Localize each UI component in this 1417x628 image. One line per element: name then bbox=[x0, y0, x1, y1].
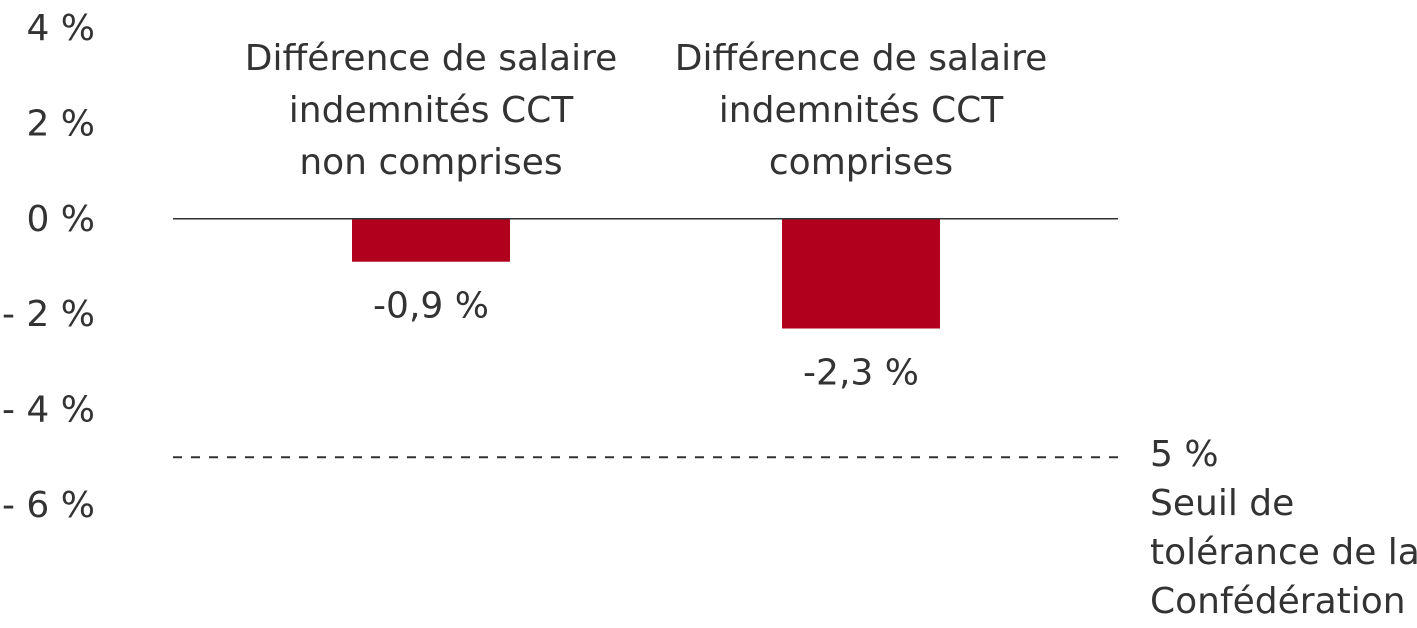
category-label: Différence de salaire bbox=[675, 38, 1048, 79]
y-axis-ticks: 4 % 2 % 0 % - 2 % - 4 % - 6 % bbox=[2, 8, 95, 526]
bar bbox=[782, 218, 940, 329]
y-tick-label: 4 % bbox=[26, 8, 95, 49]
y-tick-label: - 4 % bbox=[2, 390, 95, 431]
bars bbox=[352, 218, 940, 329]
threshold-label-line: tolérance de la bbox=[1150, 532, 1417, 573]
threshold-label-line: Seuil de bbox=[1150, 483, 1294, 524]
bar-value-label: -0,9 % bbox=[373, 286, 489, 327]
category-label: indemnités CCT bbox=[289, 90, 574, 131]
category-label: indemnités CCT bbox=[719, 90, 1004, 131]
threshold-label-line: Confédération bbox=[1150, 581, 1406, 622]
threshold-label: 5 % Seuil de tolérance de la Confédération bbox=[1150, 434, 1417, 622]
y-tick-label: - 6 % bbox=[2, 485, 95, 526]
category-label: Différence de salaire bbox=[245, 38, 618, 79]
y-tick-label: 2 % bbox=[26, 103, 95, 144]
category-labels: Différence de salaire indemnités CCT non c… bbox=[245, 38, 1048, 183]
y-tick-label: - 2 % bbox=[2, 294, 95, 335]
threshold-label-line: 5 % bbox=[1150, 434, 1219, 475]
category-label: non comprises bbox=[299, 142, 562, 183]
bar-value-label: -2,3 % bbox=[803, 353, 919, 394]
category-label: comprises bbox=[769, 142, 953, 183]
y-tick-label: 0 % bbox=[26, 199, 95, 240]
bar bbox=[352, 218, 510, 262]
value-labels: -0,9 % -2,3 % bbox=[373, 286, 919, 394]
